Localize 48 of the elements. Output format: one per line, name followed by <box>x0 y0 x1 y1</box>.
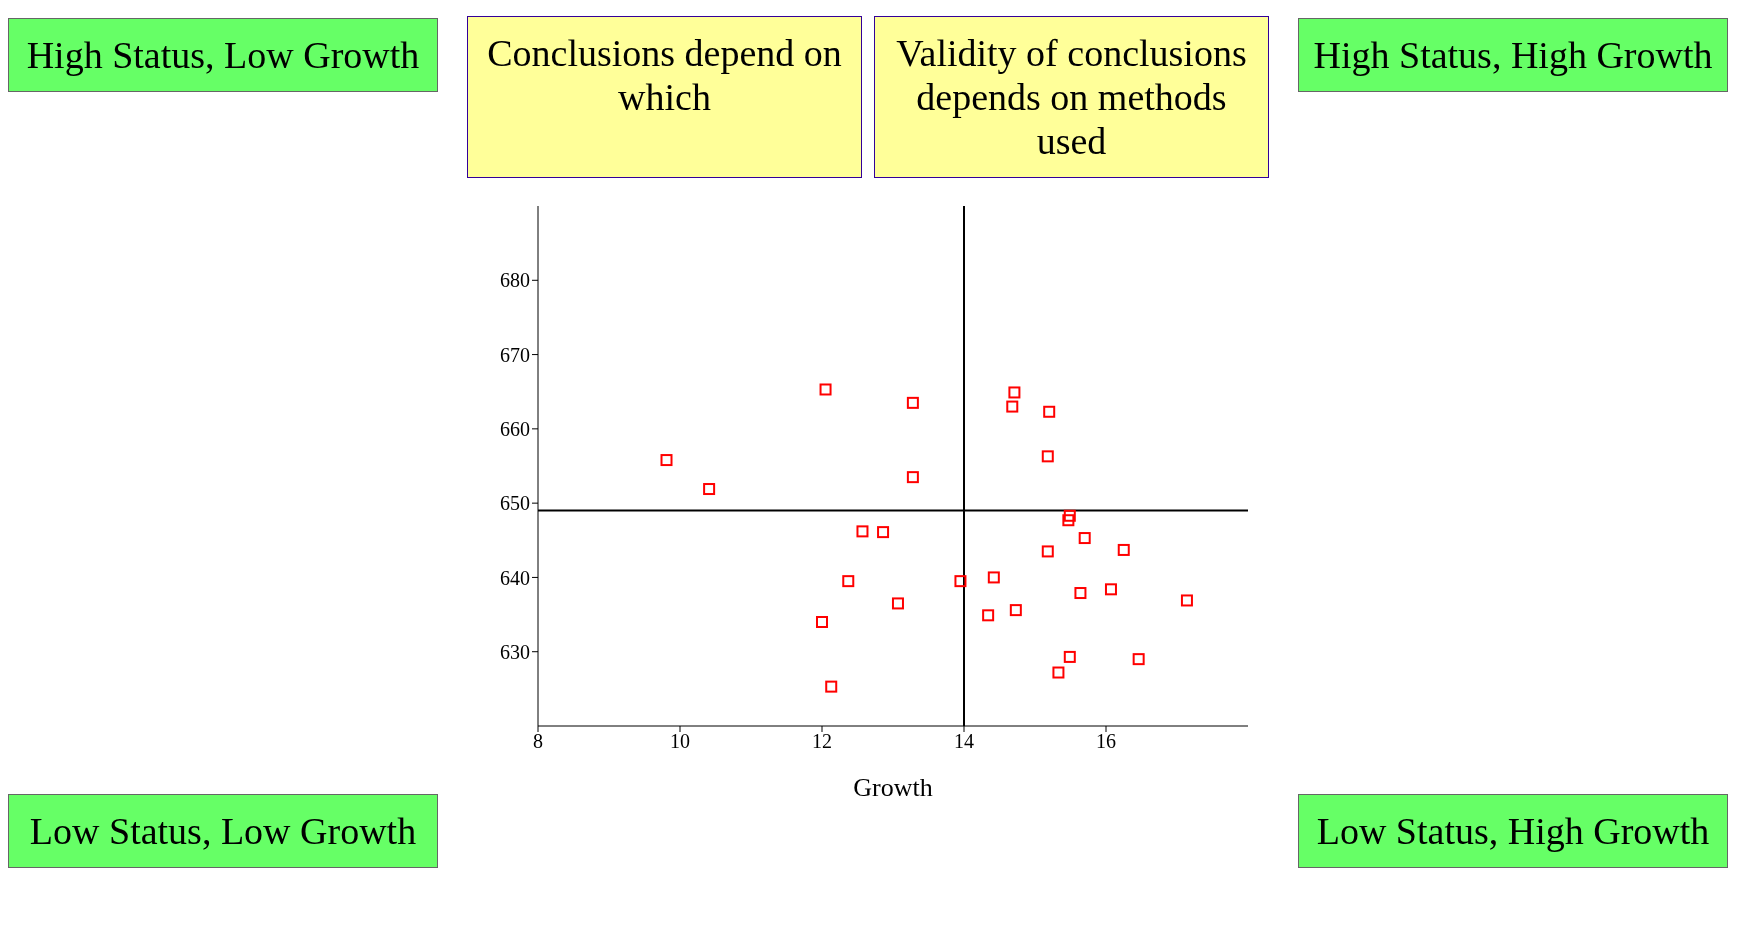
point <box>660 454 673 467</box>
point <box>1062 514 1075 527</box>
point <box>906 396 919 409</box>
point <box>1104 583 1117 596</box>
point <box>1063 650 1076 663</box>
text: Low Status, High Growth <box>1298 794 1728 868</box>
text: Validity of conclusions depends on methods used <box>874 16 1269 178</box>
point <box>1132 653 1145 666</box>
x-tick-label: 8 <box>533 730 543 753</box>
point <box>1078 532 1091 545</box>
point <box>842 575 855 588</box>
text: Conclusions depend on which <box>467 16 862 178</box>
y-tick-label: 680 <box>500 269 530 292</box>
x-tick-label: 14 <box>954 730 974 753</box>
point <box>1008 386 1021 399</box>
y-tick-label: 630 <box>500 640 530 663</box>
point <box>1009 604 1022 617</box>
point <box>877 526 890 539</box>
point <box>906 471 919 484</box>
point <box>982 609 995 622</box>
point <box>1117 543 1130 556</box>
point <box>1043 405 1056 418</box>
point <box>891 597 904 610</box>
point <box>1041 545 1054 558</box>
text: Low Status, Low Growth <box>8 794 438 868</box>
y-tick-label: 650 <box>500 492 530 515</box>
point <box>1074 587 1087 600</box>
x-tick-label: 10 <box>670 730 690 753</box>
x-tick-label: 12 <box>812 730 832 753</box>
point <box>954 575 967 588</box>
point <box>1041 450 1054 463</box>
point <box>1180 594 1193 607</box>
point <box>703 483 716 496</box>
y-tick-label: 660 <box>500 417 530 440</box>
y-tick-label: 640 <box>500 566 530 589</box>
point <box>825 680 838 693</box>
point <box>856 525 869 538</box>
text: High Status, High Growth <box>1298 18 1728 92</box>
text: High Status, Low Growth <box>8 18 438 92</box>
point <box>987 571 1000 584</box>
point <box>1052 666 1065 679</box>
x-axis-title: Growth <box>853 773 933 802</box>
point <box>1063 509 1076 522</box>
point <box>819 383 832 396</box>
x-tick-label: 16 <box>1096 730 1116 753</box>
point <box>1006 400 1019 413</box>
y-tick-label: 670 <box>500 343 530 366</box>
point <box>816 616 828 628</box>
